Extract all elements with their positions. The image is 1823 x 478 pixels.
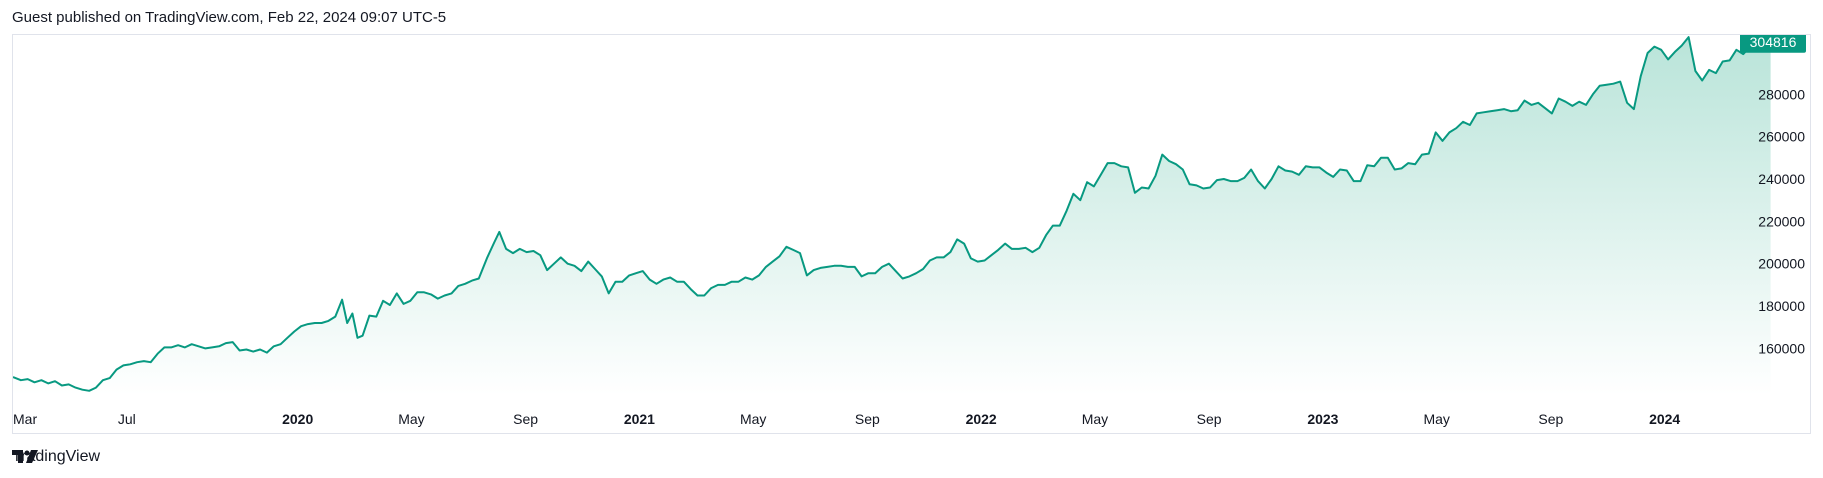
x-tick-label: Sep bbox=[1538, 411, 1563, 427]
x-tick-label: May bbox=[1423, 411, 1449, 427]
tradingview-logo-icon bbox=[12, 450, 38, 463]
x-tick-label: May bbox=[398, 411, 424, 427]
x-tick-label: Mar bbox=[13, 411, 37, 427]
last-value-label: 304816 bbox=[1750, 35, 1797, 50]
x-tick-label: 2023 bbox=[1307, 411, 1338, 427]
chart-frame: 160000 180000 200000 220000 240000 260000 2800… bbox=[12, 34, 1811, 434]
x-tick-label: Jul bbox=[118, 411, 136, 427]
x-tick-label: May bbox=[740, 411, 766, 427]
y-tick-label: 180000 bbox=[1758, 298, 1805, 314]
footer-brand[interactable]: TradingView bbox=[12, 448, 100, 466]
y-tick-label: 280000 bbox=[1758, 86, 1805, 102]
x-tick-label: 2020 bbox=[282, 411, 313, 427]
y-tick-label: 200000 bbox=[1758, 256, 1805, 272]
x-tick-label: Sep bbox=[1197, 411, 1222, 427]
area-fill-path bbox=[13, 37, 1771, 395]
x-tick-label: Sep bbox=[855, 411, 880, 427]
series-line bbox=[13, 36, 1772, 392]
header-publish-note: Guest published on TradingView.com, Feb … bbox=[12, 9, 447, 26]
last-value-badge-bg bbox=[1740, 35, 1806, 53]
area-chart[interactable]: 160000 180000 200000 220000 240000 260000 2800… bbox=[13, 35, 1812, 435]
x-tick-label: 2022 bbox=[966, 411, 997, 427]
y-axis[interactable]: 160000 180000 200000 220000 240000 260000 2800… bbox=[1758, 86, 1805, 356]
y-tick-label: 160000 bbox=[1758, 340, 1805, 356]
y-tick-label: 240000 bbox=[1758, 171, 1805, 187]
x-tick-label: 2021 bbox=[624, 411, 655, 427]
y-tick-label: 260000 bbox=[1758, 129, 1805, 145]
area-fill bbox=[13, 37, 1771, 395]
x-axis[interactable]: Mar Jul 2020 May Sep 2021 May Sep 2022 May Sep 2023… bbox=[13, 411, 1680, 427]
last-value-badge: 304816 bbox=[1740, 35, 1806, 53]
y-tick-label: 220000 bbox=[1758, 213, 1805, 229]
price-line bbox=[13, 36, 1772, 392]
x-tick-label: Sep bbox=[513, 411, 538, 427]
x-tick-label: May bbox=[1082, 411, 1108, 427]
x-tick-label: 2024 bbox=[1649, 411, 1680, 427]
